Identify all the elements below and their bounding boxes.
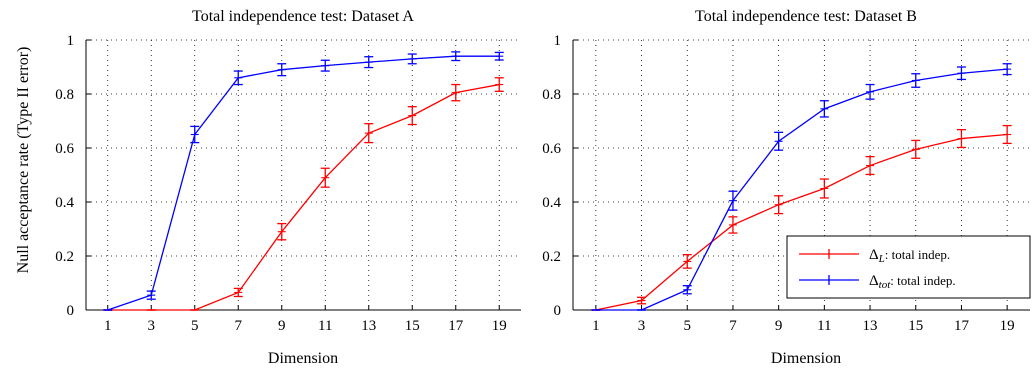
series-line bbox=[595, 68, 1008, 311]
x-tick-label: 19 bbox=[1000, 318, 1015, 334]
x-tick-label: 13 bbox=[863, 318, 878, 334]
x-tick-label: 5 bbox=[191, 318, 199, 334]
chart-title: Total independence test: Dataset A bbox=[192, 8, 414, 25]
x-tick-label: 9 bbox=[278, 318, 286, 334]
x-tick-label: 17 bbox=[448, 318, 464, 334]
legend-entry-label: ΔL: total indep. bbox=[869, 247, 950, 265]
chart-legend: ΔL: total indep. Δtot: total indep. bbox=[786, 235, 1031, 299]
y-tick-label: 0.8 bbox=[55, 87, 74, 103]
series-line bbox=[107, 55, 500, 311]
x-tick-label: 9 bbox=[775, 318, 783, 334]
y-tick-label: 1 bbox=[67, 33, 75, 49]
x-tick-label: 17 bbox=[954, 318, 970, 334]
x-tick-label: 5 bbox=[684, 318, 692, 334]
chart-panel-dataset-a: Total independence test: Dataset A Null … bbox=[15, 8, 521, 367]
x-tick-label: 3 bbox=[148, 318, 156, 334]
y-tick-label: 0.6 bbox=[542, 141, 561, 157]
x-tick-label: 1 bbox=[104, 318, 112, 334]
y-tick-label: 0 bbox=[554, 303, 562, 319]
y-tick-label: 0.2 bbox=[55, 249, 74, 265]
x-tick-label: 11 bbox=[817, 318, 831, 334]
y-tick-label: 1 bbox=[554, 33, 562, 49]
x-tick-label: 15 bbox=[908, 318, 923, 334]
y-tick-label: 0.4 bbox=[55, 195, 74, 211]
x-tick-label: 15 bbox=[405, 318, 420, 334]
y-tick-label: 0 bbox=[67, 303, 75, 319]
legend-box bbox=[786, 235, 1031, 299]
x-tick-label: 11 bbox=[318, 318, 332, 334]
y-tick-label: 0.6 bbox=[55, 141, 74, 157]
x-tick-label: 13 bbox=[361, 318, 376, 334]
legend-entry-label: Δtot: total indep. bbox=[869, 273, 956, 291]
x-tick-label: 3 bbox=[638, 318, 646, 334]
series-line bbox=[107, 83, 500, 311]
x-axis-label: Dimension bbox=[771, 350, 841, 367]
x-tick-label: 1 bbox=[592, 318, 600, 334]
y-axis-label: Null acceptance rate (Type II error) bbox=[15, 47, 32, 274]
series-line bbox=[595, 133, 1008, 311]
y-tick-label: 0.8 bbox=[542, 87, 561, 103]
x-tick-label: 19 bbox=[492, 318, 507, 334]
chart-panel-dataset-b: Total independence test: Dataset B Dimen… bbox=[542, 8, 1031, 367]
x-tick-label: 7 bbox=[729, 318, 737, 334]
chart-title: Total independence test: Dataset B bbox=[695, 8, 917, 25]
y-tick-label: 0.2 bbox=[542, 249, 561, 265]
y-tick-label: 0.4 bbox=[542, 195, 561, 211]
x-axis-label: Dimension bbox=[268, 350, 338, 367]
x-tick-label: 7 bbox=[235, 318, 243, 334]
